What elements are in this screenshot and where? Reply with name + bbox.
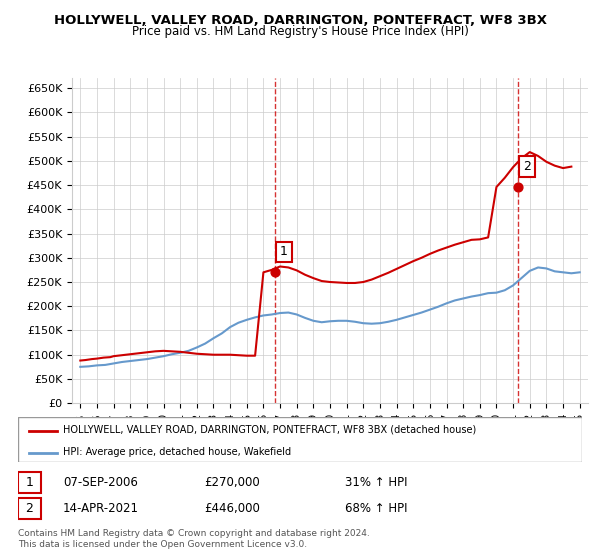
Text: This data is licensed under the Open Government Licence v3.0.: This data is licensed under the Open Gov… [18,540,307,549]
Text: 2: 2 [523,160,531,173]
Text: 31% ↑ HPI: 31% ↑ HPI [345,475,407,489]
Text: 68% ↑ HPI: 68% ↑ HPI [345,502,407,515]
FancyBboxPatch shape [18,472,41,493]
Text: 1: 1 [25,475,33,489]
Text: 14-APR-2021: 14-APR-2021 [63,502,139,515]
Text: £270,000: £270,000 [204,475,260,489]
Point [513,183,523,192]
Text: £446,000: £446,000 [204,502,260,515]
Text: Contains HM Land Registry data © Crown copyright and database right 2024.: Contains HM Land Registry data © Crown c… [18,529,370,538]
FancyBboxPatch shape [18,498,41,519]
Text: 07-SEP-2006: 07-SEP-2006 [63,475,138,489]
Point [270,268,280,277]
Text: HOLLYWELL, VALLEY ROAD, DARRINGTON, PONTEFRACT, WF8 3BX (detached house): HOLLYWELL, VALLEY ROAD, DARRINGTON, PONT… [63,424,476,435]
Text: HOLLYWELL, VALLEY ROAD, DARRINGTON, PONTEFRACT, WF8 3BX: HOLLYWELL, VALLEY ROAD, DARRINGTON, PONT… [53,14,547,27]
Text: HPI: Average price, detached house, Wakefield: HPI: Average price, detached house, Wake… [63,447,291,457]
Text: 1: 1 [280,245,288,258]
Text: Price paid vs. HM Land Registry's House Price Index (HPI): Price paid vs. HM Land Registry's House … [131,25,469,38]
Text: 2: 2 [25,502,33,515]
FancyBboxPatch shape [18,417,582,462]
